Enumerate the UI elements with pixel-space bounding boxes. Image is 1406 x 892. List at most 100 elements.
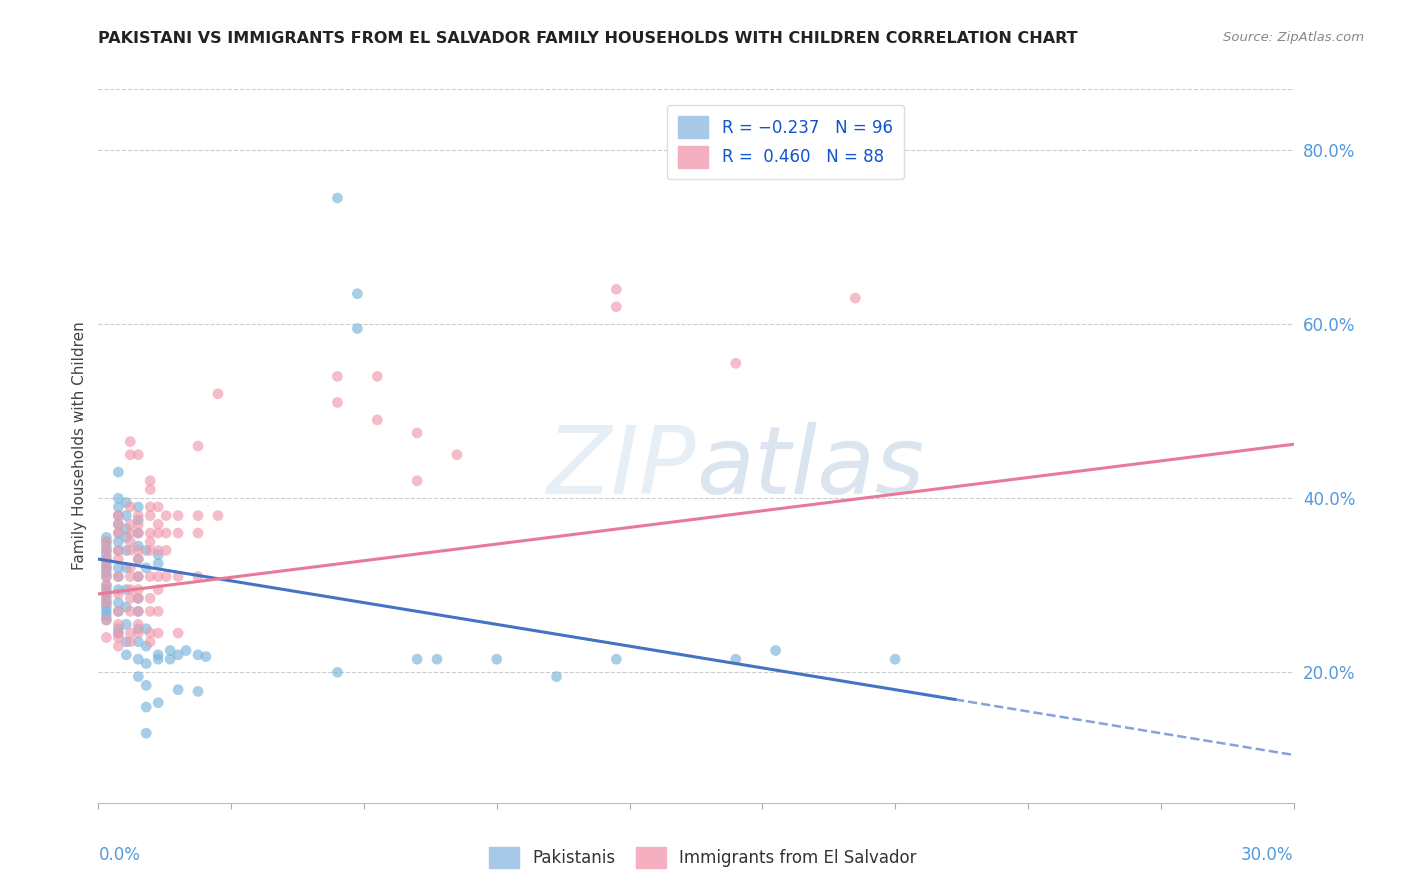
Point	[139, 508, 162, 523]
Point	[96, 599, 118, 614]
Point	[96, 543, 118, 558]
Point	[107, 543, 129, 558]
Text: 30.0%: 30.0%	[1241, 846, 1294, 863]
Point	[107, 587, 129, 601]
Point	[127, 526, 149, 541]
Point	[127, 508, 149, 523]
Point	[107, 569, 129, 583]
Point	[148, 557, 170, 571]
Point	[155, 543, 177, 558]
Point	[139, 626, 162, 640]
Point	[115, 495, 138, 509]
Point	[96, 578, 118, 592]
Point	[148, 648, 170, 662]
Point	[127, 539, 149, 553]
Text: atlas: atlas	[696, 422, 924, 513]
Point	[96, 604, 118, 618]
Point	[107, 622, 129, 636]
Point	[187, 684, 209, 698]
Point	[406, 474, 429, 488]
Point	[107, 517, 129, 532]
Point	[195, 649, 218, 664]
Point	[346, 286, 368, 301]
Point	[127, 526, 149, 541]
Point	[346, 321, 368, 335]
Point	[139, 534, 162, 549]
Point	[127, 604, 149, 618]
Point	[127, 582, 149, 597]
Point	[107, 569, 129, 583]
Point	[148, 517, 170, 532]
Point	[127, 569, 149, 583]
Point	[207, 508, 229, 523]
Point	[155, 526, 177, 541]
Point	[167, 508, 190, 523]
Point	[724, 652, 747, 666]
Point	[187, 439, 209, 453]
Point	[187, 648, 209, 662]
Point	[96, 561, 118, 575]
Point	[167, 569, 190, 583]
Point	[120, 448, 142, 462]
Point	[115, 508, 138, 523]
Point	[96, 613, 118, 627]
Point	[96, 608, 118, 623]
Point	[139, 500, 162, 514]
Point	[107, 500, 129, 514]
Point	[148, 548, 170, 562]
Point	[406, 652, 429, 666]
Point	[326, 191, 349, 205]
Point	[187, 569, 209, 583]
Point	[107, 626, 129, 640]
Point	[107, 465, 129, 479]
Point	[107, 582, 129, 597]
Point	[96, 613, 118, 627]
Point	[107, 604, 129, 618]
Point	[605, 652, 627, 666]
Point	[127, 569, 149, 583]
Point	[96, 569, 118, 583]
Legend: Pakistanis, Immigrants from El Salvador: Pakistanis, Immigrants from El Salvador	[482, 840, 924, 875]
Point	[844, 291, 866, 305]
Point	[120, 582, 142, 597]
Point	[326, 369, 349, 384]
Point	[127, 591, 149, 606]
Point	[148, 582, 170, 597]
Point	[96, 631, 118, 645]
Point	[107, 526, 129, 541]
Point	[107, 596, 129, 610]
Point	[96, 569, 118, 583]
Point	[96, 543, 118, 558]
Point	[426, 652, 449, 666]
Point	[107, 639, 129, 653]
Point	[127, 448, 149, 462]
Point	[605, 282, 627, 296]
Y-axis label: Family Households with Children: Family Households with Children	[72, 322, 87, 570]
Point	[120, 534, 142, 549]
Point	[96, 582, 118, 597]
Point	[127, 543, 149, 558]
Point	[120, 626, 142, 640]
Text: PAKISTANI VS IMMIGRANTS FROM EL SALVADOR FAMILY HOUSEHOLDS WITH CHILDREN CORRELA: PAKISTANI VS IMMIGRANTS FROM EL SALVADOR…	[98, 31, 1078, 46]
Point	[127, 626, 149, 640]
Point	[115, 648, 138, 662]
Point	[139, 635, 162, 649]
Point	[115, 599, 138, 614]
Point	[135, 700, 157, 714]
Point	[127, 513, 149, 527]
Point	[135, 657, 157, 671]
Point	[139, 526, 162, 541]
Point	[96, 552, 118, 566]
Point	[107, 626, 129, 640]
Point	[115, 635, 138, 649]
Point	[120, 526, 142, 541]
Point	[127, 622, 149, 636]
Point	[127, 635, 149, 649]
Point	[135, 622, 157, 636]
Point	[96, 530, 118, 544]
Point	[765, 643, 787, 657]
Point	[107, 543, 129, 558]
Point	[139, 483, 162, 497]
Point	[139, 543, 162, 558]
Point	[96, 587, 118, 601]
